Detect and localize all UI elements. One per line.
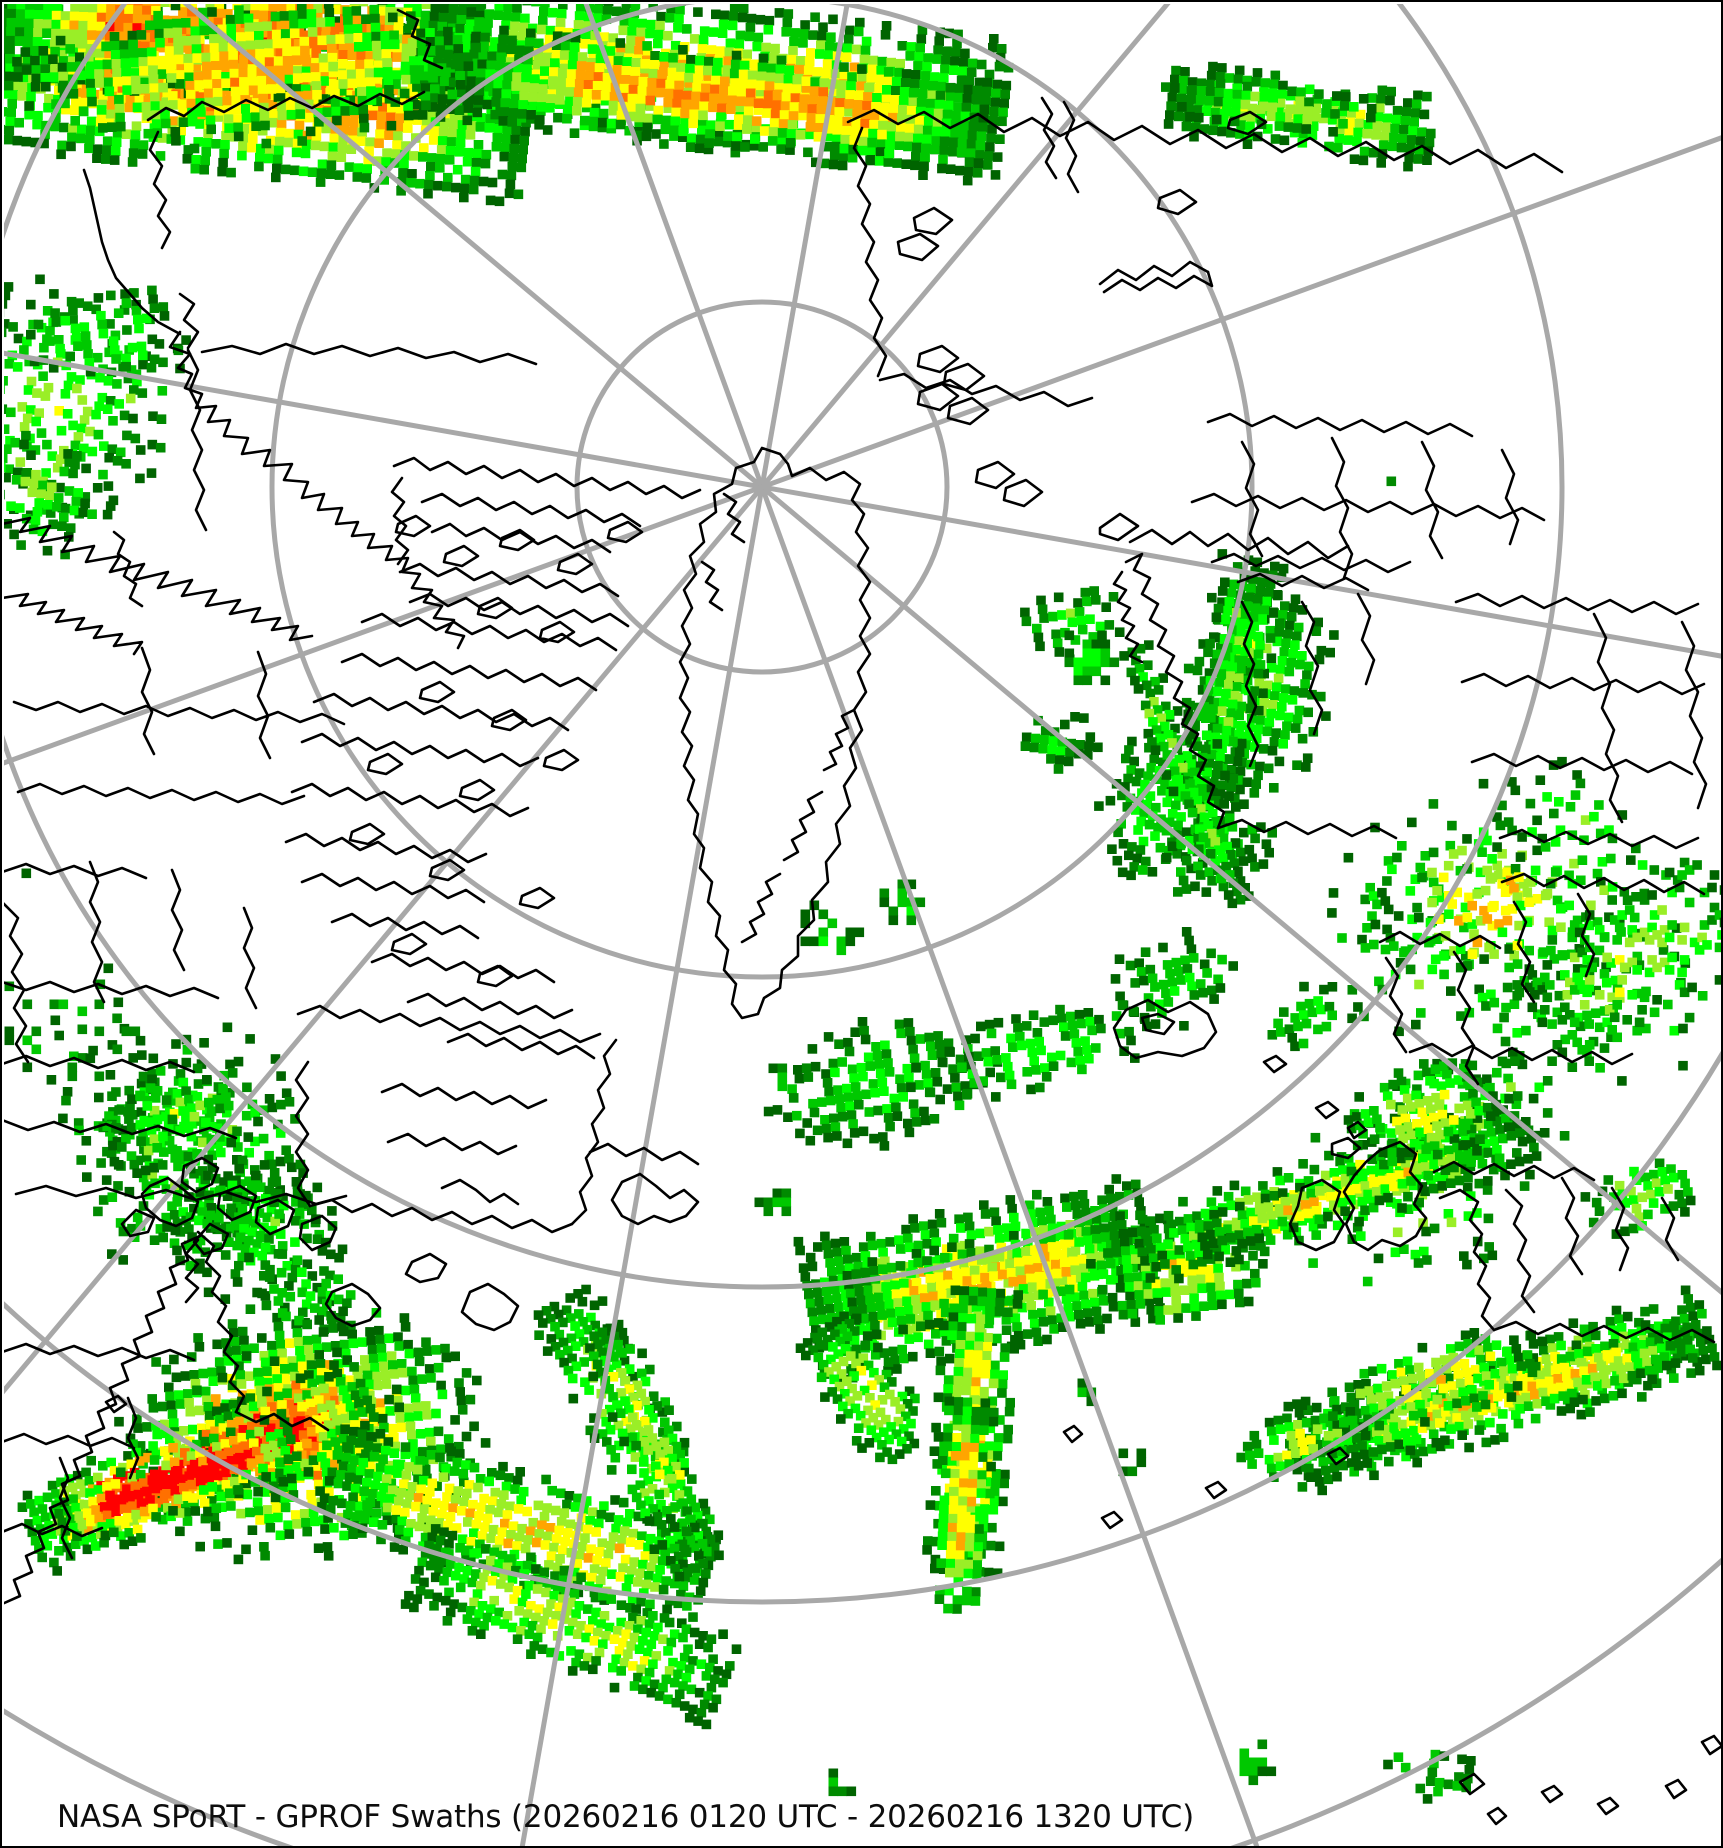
atlantic-arc-2 [585, 1319, 709, 1537]
iberia-swath-2 [1236, 1400, 1371, 1482]
latitude-circle-70N [269, 4, 1255, 980]
precipitation-layer [4, 4, 1721, 1804]
western-europe-core [1393, 832, 1574, 975]
manitoba-scatter [4, 963, 159, 1082]
latitude-circle-60N [4, 4, 1565, 1290]
scatter-atlantic-1 [1378, 1138, 1416, 1167]
meridian-line-150E [4, 135, 1721, 766]
mid-atlantic-core [51, 1409, 302, 1541]
north-atlantic-small-2 [754, 1188, 792, 1217]
meridian-line-60E [583, 4, 1260, 1846]
atlantic-main-tail-2 [931, 1396, 999, 1614]
faroe-swath [1267, 981, 1363, 1052]
atlantic-main-west [795, 1311, 941, 1465]
north-atlantic-swath [763, 1017, 1003, 1151]
atlantic-tail-2 [400, 1524, 742, 1730]
maritimes-swath [232, 1252, 356, 1337]
north-atlantic-swath-3 [800, 900, 865, 956]
coastline-layer [4, 8, 1721, 1826]
siberia-coast-swath-2 [1161, 79, 1377, 137]
scatter-arctic-4 [1118, 1448, 1147, 1477]
scatter-greenland-e [828, 1768, 857, 1797]
north-atlantic-small-1 [768, 1063, 788, 1092]
iceland-swath [1110, 927, 1238, 1032]
europe-south-core [1194, 1134, 1482, 1260]
latitude-circle-50N [4, 1050, 1721, 1605]
scatter-arctic-1 [1383, 1749, 1476, 1804]
scatter-hudson [21, 868, 32, 879]
scatter-europe-n [1386, 476, 1397, 487]
north-atlantic-swath-2 [906, 1000, 1150, 1102]
iberia-swath [1327, 1328, 1548, 1432]
latitude-circle-80N [574, 299, 950, 675]
scatter-arctic-2 [1239, 1739, 1277, 1786]
greenland-sea-swath-2 [1064, 630, 1120, 686]
